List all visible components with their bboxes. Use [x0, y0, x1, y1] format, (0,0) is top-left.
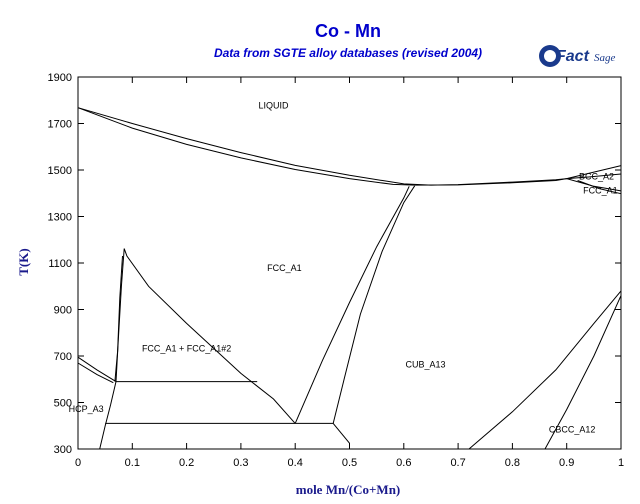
region-label: CBCC_A12	[549, 425, 596, 435]
region-label: CUB_A13	[406, 360, 446, 370]
x-tick-label: 0	[75, 457, 81, 469]
factsage-logo: Fact Sage	[539, 45, 616, 67]
x-tick-label: 0.1	[125, 457, 140, 469]
plot-frame	[77, 76, 622, 450]
phase-boundary-6	[577, 180, 622, 195]
x-tick-label: 0.9	[559, 457, 574, 469]
region-label: BCC_A2	[579, 171, 614, 181]
y-tick-label: 700	[54, 351, 72, 363]
x-tick-label: 0.8	[505, 457, 520, 469]
phase-boundary-19	[544, 295, 622, 450]
phase-boundary-11	[114, 255, 123, 382]
phase-boundary-0	[77, 107, 431, 186]
region-label: FCC_A1 + FCC_A1#2	[142, 343, 231, 353]
phase-boundary-8	[332, 185, 416, 424]
x-axis-ticks: 0 0.1 0.2 0.3 0.4 0.5 0.6 0.7 0.8 0.9 1	[75, 77, 624, 469]
y-tick-label: 1700	[48, 119, 72, 131]
y-tick-label: 1300	[48, 212, 72, 224]
phase-boundary-17	[332, 423, 350, 444]
y-tick-label: 300	[54, 444, 72, 456]
phase-boundary-15	[99, 381, 117, 450]
y-tick-label: 500	[54, 398, 72, 410]
y-tick-label: 1100	[48, 258, 72, 270]
region-label: LIQUID	[258, 100, 289, 110]
y-axis-ticks: 300 500 700 900 1100 1300 1500 1700 1900	[48, 72, 621, 456]
y-tick-label: 1500	[48, 165, 72, 177]
x-tick-label: 0.3	[233, 457, 248, 469]
y-tick-label: 900	[54, 305, 72, 317]
x-tick-label: 0.5	[342, 457, 357, 469]
phase-boundary-4	[566, 173, 622, 180]
phase-boundary-18	[468, 290, 622, 450]
phase-boundary-3	[430, 177, 573, 186]
phase-boundary-14	[77, 362, 114, 384]
chart-subtitle: Data from SGTE alloy databases (revised …	[214, 46, 482, 60]
phase-boundary-13	[77, 356, 117, 383]
phase-boundary-1	[77, 107, 415, 186]
x-tick-label: 0.6	[396, 457, 411, 469]
region-label: HCP_A3	[69, 404, 104, 414]
y-tick-label: 1900	[48, 72, 72, 84]
svg-text:Sage: Sage	[594, 52, 616, 64]
x-tick-label: 1	[618, 457, 624, 469]
phase-region-labels: LIQUID FCC_A1 FCC_A1 + FCC_A1#2 HCP_A3 CUB_A…	[69, 100, 618, 434]
region-label: FCC_A1	[267, 263, 302, 273]
phase-boundary-10	[115, 248, 125, 382]
x-tick-label: 0.4	[288, 457, 303, 469]
region-label: FCC_A1	[583, 185, 618, 195]
y-axis-label: T(K)	[16, 248, 31, 275]
x-axis-label: mole Mn/(Co+Mn)	[296, 482, 401, 497]
svg-text:Fact: Fact	[556, 48, 590, 65]
phase-boundary-7	[294, 186, 410, 424]
phase-boundary-9	[123, 248, 296, 424]
phase-boundaries	[77, 107, 622, 450]
x-tick-label: 0.7	[450, 457, 465, 469]
x-tick-label: 0.2	[179, 457, 194, 469]
chart-title: Co - Mn	[315, 21, 381, 41]
